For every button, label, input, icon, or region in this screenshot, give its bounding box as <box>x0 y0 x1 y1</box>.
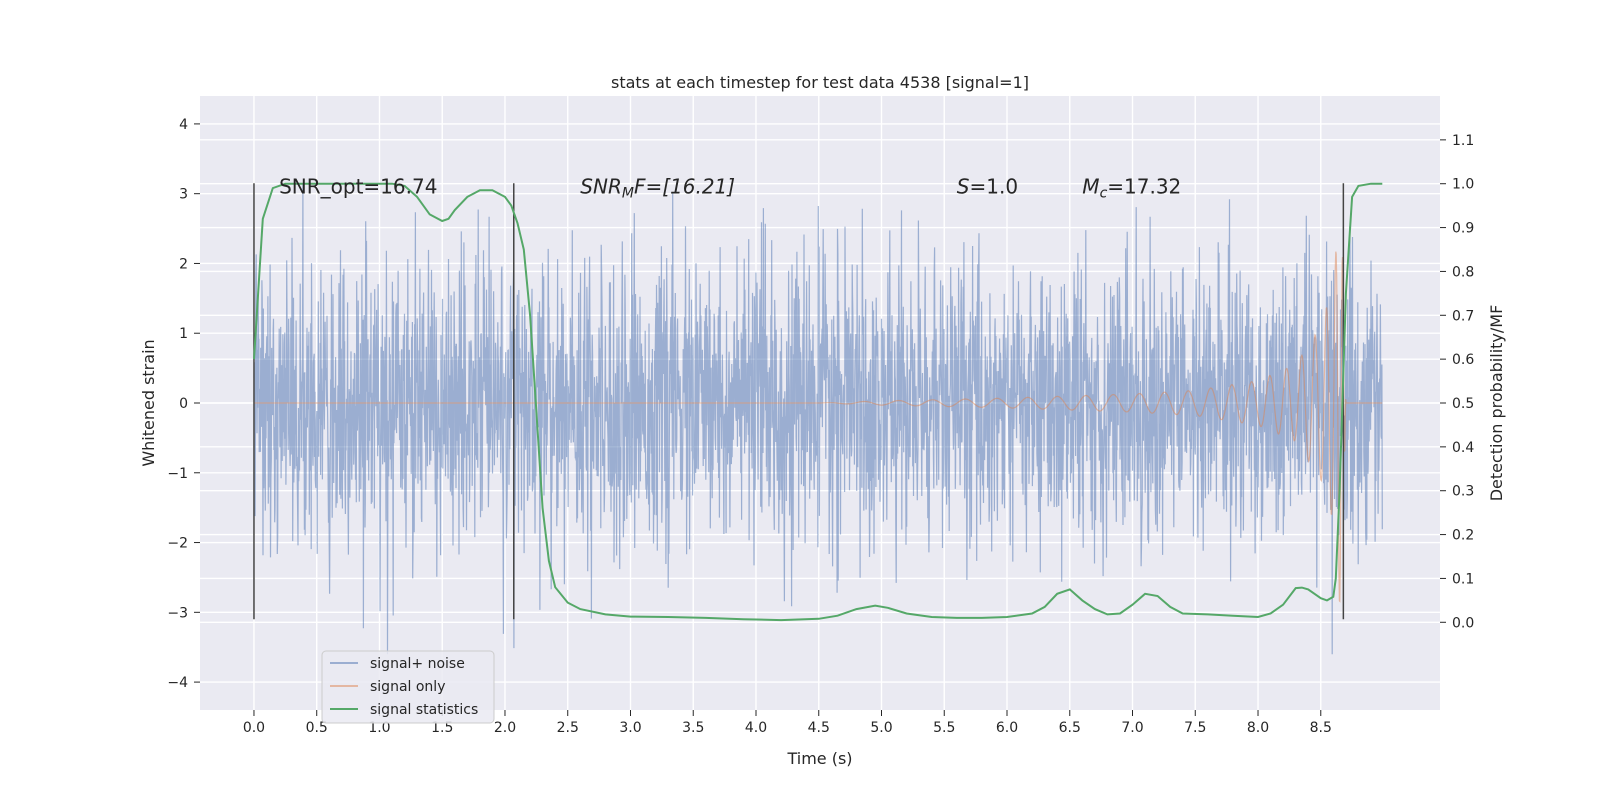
legend-box <box>321 650 495 724</box>
x-tick-label: 2.0 <box>494 720 516 736</box>
y-left-tick-label: 3 <box>179 187 188 203</box>
y-left-tick-label: 2 <box>179 256 188 272</box>
x-tick-label: 4.0 <box>745 720 767 736</box>
y-left-tick-label: −3 <box>167 605 188 621</box>
y-right-tick-label: 0.0 <box>1452 615 1474 631</box>
x-axis-label: Time (s) <box>786 749 852 768</box>
x-tick-label: 1.5 <box>431 720 453 736</box>
y-right-tick-label: 0.3 <box>1452 484 1474 500</box>
y-axis-label-right: Detection probability/MF <box>1487 305 1506 502</box>
series-signal-statistics <box>253 182 1383 622</box>
legend-label-noise: signal+ noise <box>370 656 465 672</box>
x-tick-label: 3.0 <box>619 720 641 736</box>
y-left-tick-label: −1 <box>167 466 188 482</box>
series-signal-only <box>254 251 1383 603</box>
y-right-tick-label: 0.8 <box>1452 264 1474 280</box>
annotation-s: S=1.0 <box>957 175 1018 199</box>
x-tick-label: 6.5 <box>1059 720 1081 736</box>
y-right-tick-label: 0.2 <box>1452 528 1474 544</box>
x-tick-label: 2.5 <box>557 720 579 736</box>
legend-label-signal: signal only <box>370 679 445 695</box>
y-right-tick-label: 0.5 <box>1452 396 1474 412</box>
series-signal-plus-noise <box>253 183 1383 655</box>
x-tick-label: 4.5 <box>808 720 830 736</box>
chart-title: stats at each timestep for test data 453… <box>611 73 1029 92</box>
x-tick-label: 7.0 <box>1121 720 1143 736</box>
x-tick-label: 8.5 <box>1310 720 1332 736</box>
x-tick-label: 6.0 <box>996 720 1018 736</box>
annotations: SNR_opt=16.74 SNRMF=[16.21] S=1.0 Mc=17.… <box>279 175 1181 202</box>
statistics-trace <box>253 182 1383 622</box>
axes: 0.0 0.5 1.0 1.5 2.0 2.5 3.0 3.5 4.0 4.5 5.0 5.5 6.0 6… <box>167 117 1474 736</box>
x-tick-label: 0.0 <box>243 720 265 736</box>
noise-trace <box>253 183 1383 655</box>
y-right-tick-label: 0.9 <box>1452 221 1474 237</box>
y-right-tick-label: 0.6 <box>1452 352 1474 368</box>
y-left-tick-label: −4 <box>167 675 188 691</box>
x-tick-label: 3.5 <box>682 720 704 736</box>
y-left-tick-label: 1 <box>179 326 188 342</box>
legend: signal+ noise signal only signal statist… <box>321 650 495 724</box>
y-axis-label-left: Whitened strain <box>139 339 158 466</box>
y-left-tick-label: −2 <box>167 536 188 552</box>
y-right-tick-label: 1.0 <box>1452 177 1474 193</box>
y-left-tick-label: 4 <box>179 117 188 133</box>
x-tick-label: 5.0 <box>870 720 892 736</box>
y-right-tick-label: 0.7 <box>1452 308 1474 324</box>
annotation-snr-mf: SNRMF=[16.21] <box>580 175 735 202</box>
x-tick-label: 8.0 <box>1247 720 1269 736</box>
y-left-tick-label: 0 <box>179 396 188 412</box>
x-tick-label: 0.5 <box>306 720 328 736</box>
signal-trace <box>254 251 1383 603</box>
legend-label-stats: signal statistics <box>370 702 478 718</box>
x-tick-label: 1.0 <box>368 720 390 736</box>
x-tick-label: 7.5 <box>1184 720 1206 736</box>
annotation-snr-opt: SNR_opt=16.74 <box>279 175 437 199</box>
x-tick-label: 5.5 <box>933 720 955 736</box>
annotation-mc: Mc=17.32 <box>1082 175 1181 202</box>
y-right-tick-label: 1.1 <box>1452 133 1474 149</box>
y-right-tick-label: 0.4 <box>1452 440 1474 456</box>
y-right-tick-label: 0.1 <box>1452 571 1474 587</box>
